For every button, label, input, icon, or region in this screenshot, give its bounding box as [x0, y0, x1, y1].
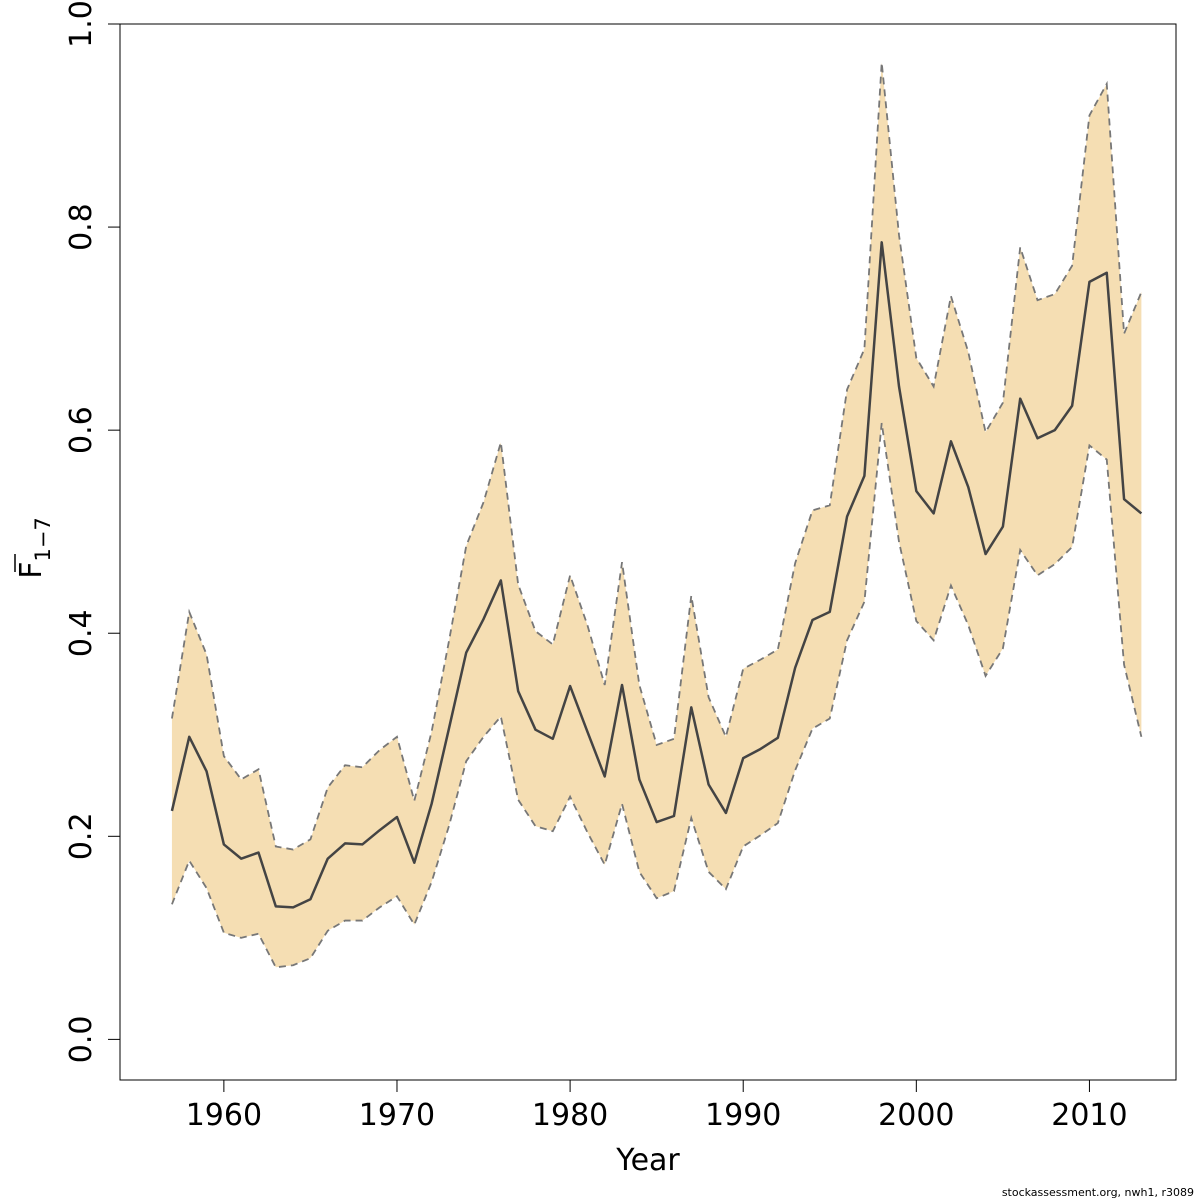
x-tick-label: 1960 — [186, 1098, 262, 1133]
y-axis-title: F1−7 — [14, 517, 55, 579]
x-axis: 1960 1970 1980 1990 2000 2010 — [186, 1079, 1128, 1133]
y-tick-label: 0.2 — [64, 812, 99, 860]
y-tick-label: 0.0 — [64, 1016, 99, 1064]
y-tick-label: 0.4 — [64, 609, 99, 657]
x-tick-label: 2000 — [878, 1098, 954, 1133]
x-tick-label: 1990 — [705, 1098, 781, 1133]
y-axis: 0.0 0.2 0.4 0.6 0.8 1.0 — [64, 0, 121, 1064]
lower-bound-line — [171, 422, 1143, 969]
y-tick-label: 0.8 — [64, 203, 99, 251]
y-axis-title-subscript: 1−7 — [31, 517, 55, 561]
upper-bound-line — [171, 62, 1143, 851]
plot-area — [170, 62, 1143, 969]
y-axis-title-main: F — [14, 562, 49, 579]
footer-note: stockassessment.org, nwh1, r3089 — [1002, 1186, 1194, 1199]
svg-text:F1−7: F1−7 — [14, 517, 55, 579]
y-tick-label: 0.6 — [64, 406, 99, 454]
y-tick-label: 1.0 — [64, 0, 99, 48]
x-tick-label: 2010 — [1051, 1098, 1127, 1133]
x-axis-title: Year — [615, 1143, 680, 1178]
confidence-band — [171, 62, 1142, 968]
x-tick-label: 1980 — [532, 1098, 608, 1133]
estimate-line — [170, 241, 1143, 909]
x-tick-label: 1970 — [359, 1098, 435, 1133]
